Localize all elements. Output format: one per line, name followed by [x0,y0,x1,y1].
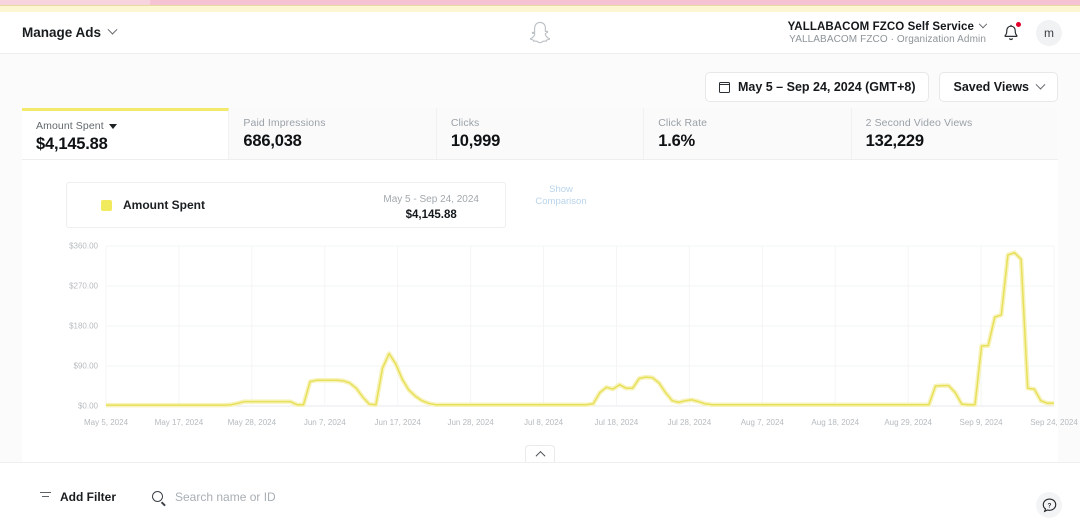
page-body: May 5 – Sep 24, 2024 (GMT+8) Saved Views… [0,54,1080,530]
notification-badge [1016,21,1021,27]
metric-value: 132,229 [865,132,924,150]
chevron-down-icon [107,24,118,35]
notifications-button[interactable] [1000,21,1022,44]
x-axis-tick-label: Jun 7, 2024 [303,418,346,427]
legend-range-value: $4,145.88 [405,209,457,221]
x-axis-tick-label: Jul 28, 2024 [667,418,712,427]
search-icon [152,491,163,502]
series-line-glow [106,250,1054,408]
metric-label: Clicks [450,117,480,129]
account-switcher[interactable]: YALLABACOM FZCO Self Service YALLABACOM … [787,19,988,45]
series-line-amount-spent [106,251,1054,406]
x-axis-tick-label: Sep 9, 2024 [959,418,1003,427]
metric-tab-2-second-video-views[interactable]: 2 Second Video Views 132,229 [852,108,1058,159]
legend-series-name: Amount Spent [123,198,205,212]
funnel-icon [40,492,51,501]
collapse-chart-button[interactable] [525,445,555,462]
manage-ads-label: Manage Ads [22,25,102,40]
metric-label: Amount Spent [36,120,104,132]
metric-tabs: Amount Spent $4,145.88 Paid Impressions 686… [22,108,1058,160]
dashboard-toolbar: May 5 – Sep 24, 2024 (GMT+8) Saved Views [704,72,1058,102]
search-input[interactable]: Search name or ID [175,489,276,504]
metric-label-wrap: Amount Spent [36,120,228,132]
chart-svg [105,245,1055,408]
amount-spent-line-chart[interactable]: $0.00 $90.00 $180.00 $270.00 $360.00 May 5, 2… [22,238,1078,500]
metric-label: Paid Impressions [243,117,326,129]
metric-tab-paid-impressions[interactable]: Paid Impressions 686,038 [229,108,437,159]
y-axis-tick-label: $90.00 [73,361,98,371]
legend-color-swatch [101,199,112,211]
metric-label-wrap: 2 Second Video Views [866,117,1058,129]
x-axis-tick-label: Jun 17, 2024 [374,418,421,427]
snapchat-ghost-icon [529,21,551,45]
chart-legend: Amount Spent May 5 - Sep 24, 2024 $4,145… [66,182,506,228]
date-range-label: May 5 – Sep 24, 2024 (GMT+8) [737,80,916,94]
x-axis-tick-label: Sep 24, 2024 [1030,418,1078,427]
top-navigation-bar: Manage Ads YALLABACOM FZCO Self Service … [0,12,1080,54]
add-filter-label: Add Filter [60,489,116,504]
metric-value: 10,999 [450,132,501,150]
calendar-icon [718,81,730,93]
help-question-icon: ? [1042,497,1056,512]
avatar-initial: m [1044,25,1054,40]
chevron-up-icon [535,450,545,461]
y-axis-tick-label: $0.00 [77,401,98,411]
metric-tab-clicks[interactable]: Clicks 10,999 [437,108,645,159]
show-comparison-link[interactable]: Show Comparison [535,184,587,207]
add-filter-button[interactable]: Add Filter [40,490,116,504]
metric-value: $4,145.88 [36,135,108,153]
top-nav-right-cluster: YALLABACOM FZCO Self Service YALLABACOM … [787,19,1062,46]
x-axis-tick-label: Aug 18, 2024 [811,418,860,427]
metric-value: 686,038 [243,132,302,150]
metric-tab-click-rate[interactable]: Click Rate 1.6% [644,108,852,159]
metric-value: 1.6% [658,132,696,150]
x-axis-tick-label: May 17, 2024 [154,418,204,427]
legend-range-label: May 5 - Sep 24, 2024 [383,194,479,205]
metric-label: Click Rate [658,117,708,129]
y-axis-tick-label: $360.00 [69,241,98,251]
metric-label: 2 Second Video Views [865,117,973,129]
manage-ads-menu[interactable]: Manage Ads [22,24,118,40]
chevron-down-icon [1035,79,1046,90]
x-axis-tick-label: Jul 18, 2024 [594,418,639,427]
x-axis-tick-label: Jul 8, 2024 [523,418,564,427]
metric-label-wrap: Click Rate [658,117,850,129]
x-axis-tick-label: Aug 29, 2024 [884,418,932,427]
x-axis-tick-label: May 5, 2024 [83,418,129,427]
chart-card: Amount Spent May 5 - Sep 24, 2024 $4,145… [22,160,1078,500]
svg-text:?: ? [1047,502,1051,509]
y-axis-tick-label: $180.00 [69,321,98,331]
chevron-down-icon [978,19,988,28]
metric-label-wrap: Clicks [451,117,643,129]
date-range-picker[interactable]: May 5 – Sep 24, 2024 (GMT+8) [704,72,930,102]
avatar[interactable]: m [1036,19,1062,46]
legend-range-block: May 5 - Sep 24, 2024 $4,145.88 [383,189,479,221]
account-subtitle: YALLABACOM FZCO · Organization Admin [789,33,986,45]
x-axis-tick-label: May 28, 2024 [227,418,277,427]
bell-icon [1004,24,1018,40]
help-button[interactable]: ? [1036,492,1062,518]
saved-views-label: Saved Views [953,80,1029,94]
chevron-down-icon [108,123,117,129]
metric-tab-amount-spent[interactable]: Amount Spent $4,145.88 [22,108,230,159]
y-axis-tick-label: $270.00 [69,281,98,291]
search-box[interactable]: Search name or ID [152,490,276,504]
account-name: YALLABACOM FZCO Self Service [787,20,974,33]
metric-label-wrap: Paid Impressions [243,117,435,129]
x-axis-tick-label: Aug 7, 2024 [740,418,784,427]
filter-bar: Add Filter Search name or ID [0,462,1080,530]
decorative-pink-strip [0,0,1080,5]
decorative-yellow-strip [0,5,1080,12]
x-axis-tick-label: Jun 28, 2024 [447,418,494,427]
saved-views-button[interactable]: Saved Views [939,72,1058,102]
